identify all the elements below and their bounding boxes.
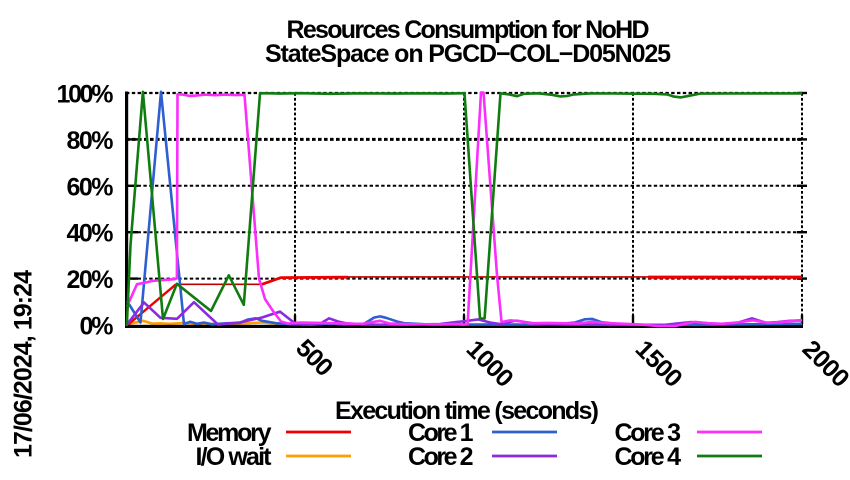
svg-text:Core 1: Core 1 (408, 419, 474, 447)
svg-text:0%: 0% (80, 313, 114, 341)
svg-text:40%: 40% (67, 220, 114, 248)
svg-text:60%: 60% (67, 173, 114, 201)
svg-text:I/O wait: I/O wait (196, 443, 273, 471)
svg-text:100%: 100% (57, 81, 114, 109)
svg-text:Core 3: Core 3 (615, 419, 682, 447)
svg-text:Core 2: Core 2 (408, 443, 474, 471)
svg-text:Resources Consumption for NoHD: Resources Consumption for NoHD (287, 16, 650, 44)
svg-text:StateSpace on PGCD−COL−D05N025: StateSpace on PGCD−COL−D05N025 (265, 40, 671, 68)
svg-text:Memory: Memory (187, 419, 272, 447)
svg-text:80%: 80% (67, 127, 114, 155)
svg-text:20%: 20% (67, 266, 114, 294)
svg-text:Core 4: Core 4 (615, 443, 682, 471)
svg-text:Execution time (seconds): Execution time (seconds) (335, 397, 599, 425)
svg-text:17/06/2024, 19:24: 17/06/2024, 19:24 (10, 270, 38, 458)
